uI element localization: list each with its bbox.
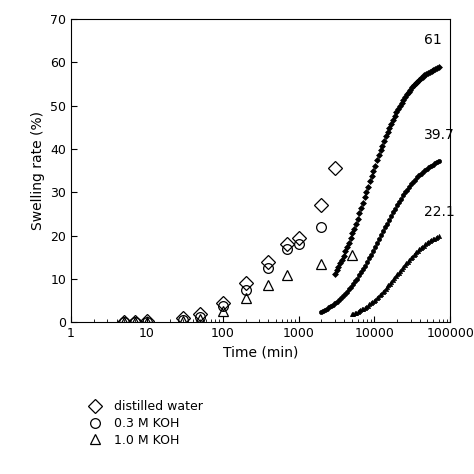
- 0.3 M KOH: [220, 303, 226, 309]
- 0.3 M KOH: [243, 287, 248, 292]
- distilled water: [132, 319, 138, 325]
- 1.0 M KOH: [121, 319, 127, 325]
- distilled water: [332, 165, 337, 171]
- 1.0 M KOH: [284, 272, 290, 277]
- distilled water: [197, 311, 203, 317]
- distilled water: [180, 315, 186, 321]
- 1.0 M KOH: [144, 319, 150, 325]
- distilled water: [243, 281, 248, 286]
- Line: distilled water: distilled water: [119, 164, 340, 327]
- Line: 1.0 M KOH: 1.0 M KOH: [119, 250, 356, 327]
- 0.3 M KOH: [132, 319, 138, 325]
- 1.0 M KOH: [132, 319, 138, 325]
- 1.0 M KOH: [319, 261, 324, 267]
- Line: 0.3 M KOH: 0.3 M KOH: [119, 222, 326, 327]
- 1.0 M KOH: [243, 296, 248, 301]
- 0.3 M KOH: [121, 319, 127, 325]
- distilled water: [121, 319, 127, 325]
- distilled water: [144, 319, 150, 324]
- 1.0 M KOH: [220, 309, 226, 314]
- 1.0 M KOH: [349, 252, 355, 258]
- 1.0 M KOH: [265, 283, 271, 288]
- distilled water: [220, 300, 226, 306]
- 0.3 M KOH: [296, 241, 301, 247]
- 0.3 M KOH: [197, 314, 203, 320]
- 0.3 M KOH: [144, 319, 150, 325]
- distilled water: [296, 235, 301, 241]
- 0.3 M KOH: [319, 224, 324, 230]
- distilled water: [284, 241, 290, 247]
- 1.0 M KOH: [197, 316, 203, 322]
- 0.3 M KOH: [265, 265, 271, 271]
- Legend: distilled water, 0.3 M KOH, 1.0 M KOH: distilled water, 0.3 M KOH, 1.0 M KOH: [77, 395, 208, 452]
- distilled water: [265, 259, 271, 264]
- Text: 61: 61: [424, 33, 442, 47]
- Text: 39.7: 39.7: [424, 128, 455, 143]
- distilled water: [319, 202, 324, 208]
- 0.3 M KOH: [180, 317, 186, 323]
- 0.3 M KOH: [284, 246, 290, 252]
- Text: 22.1: 22.1: [424, 205, 455, 219]
- 1.0 M KOH: [180, 318, 186, 324]
- Y-axis label: Swelling rate (%): Swelling rate (%): [31, 111, 45, 230]
- X-axis label: Time (min): Time (min): [223, 346, 299, 360]
